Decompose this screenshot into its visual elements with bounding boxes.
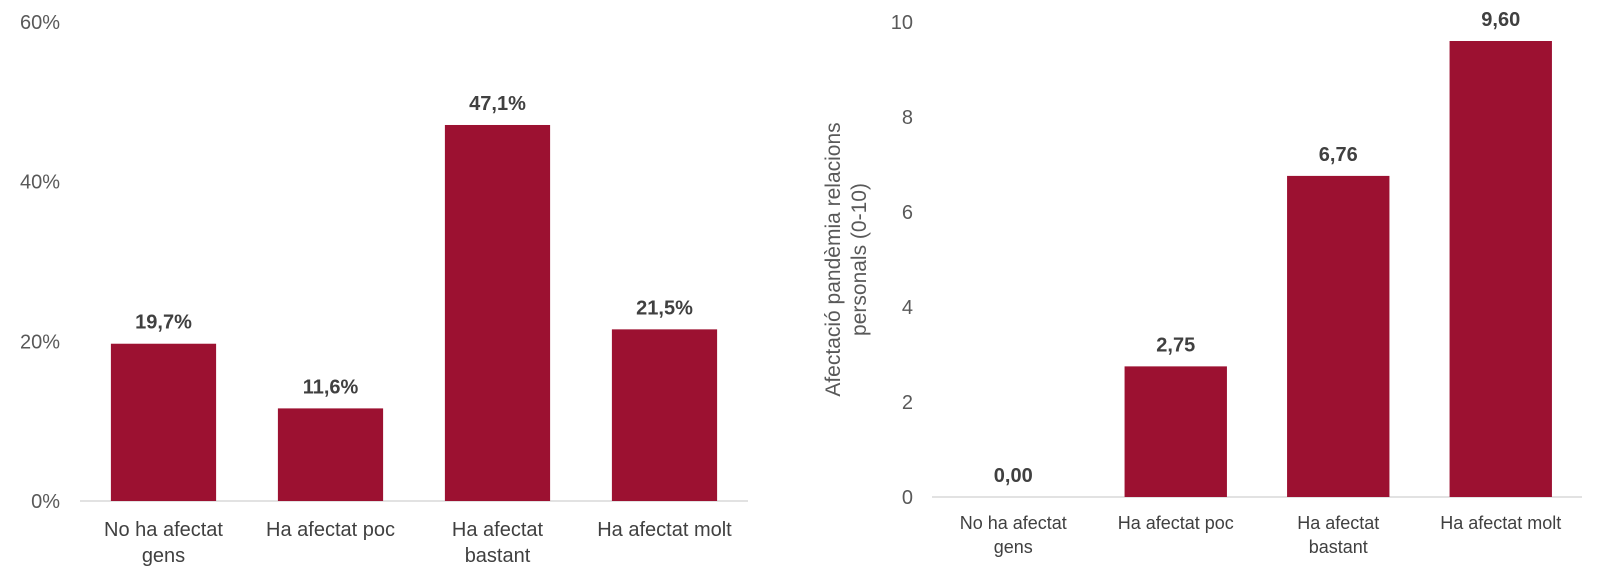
bar	[111, 344, 216, 501]
category-label: No ha afectat	[104, 519, 223, 541]
bar	[612, 329, 717, 501]
chart-impact-score: 0 2 4 6 8 10 0,00 No ha afectat gens 2,75 Ha afect…	[822, 9, 1582, 557]
data-label: 0,00	[994, 465, 1033, 487]
data-label: 19,7%	[135, 312, 192, 334]
category-label: gens	[142, 545, 185, 567]
data-label: 2,75	[1156, 334, 1195, 356]
y-tick-label: 2	[902, 392, 913, 414]
y-tick-label: 4	[902, 297, 913, 319]
data-label: 11,6%	[303, 376, 359, 398]
bar	[278, 408, 383, 501]
bar	[445, 125, 550, 501]
category-label: Ha afectat molt	[597, 519, 732, 541]
bar	[1287, 176, 1389, 497]
y-tick-label: 0%	[31, 491, 60, 513]
y-axis-title: Afectació pandèmia relacions personals (0…	[822, 122, 871, 396]
chart-percentage-by-impact: 0% 20% 40% 60% 19,7% No ha afectat gens 11,6% Ha…	[20, 12, 748, 567]
category-label: No ha afectat	[960, 513, 1067, 533]
data-label: 47,1%	[469, 93, 526, 115]
y-tick-label: 20%	[20, 331, 60, 353]
category-label: Ha afectat poc	[266, 519, 395, 541]
category-label: bastant	[1309, 537, 1368, 557]
category-label: bastant	[465, 545, 531, 567]
category-label: Ha afectat molt	[1440, 513, 1561, 533]
bar	[1125, 366, 1227, 497]
category-label: gens	[994, 537, 1033, 557]
data-label: 9,60	[1481, 9, 1520, 31]
y-tick-label: 40%	[20, 172, 60, 194]
y-tick-label: 0	[902, 487, 913, 509]
y-axis-title-line: personals (0-10)	[848, 183, 871, 336]
category-label: Ha afectat poc	[1118, 513, 1234, 533]
bar	[1450, 41, 1552, 497]
category-label: Ha afectat	[1297, 513, 1379, 533]
y-axis-title-line: Afectació pandèmia relacions	[822, 122, 845, 396]
data-label: 21,5%	[636, 297, 693, 319]
category-label: Ha afectat	[452, 519, 544, 541]
y-tick-label: 8	[902, 107, 913, 129]
data-label: 6,76	[1319, 144, 1358, 166]
y-tick-label: 6	[902, 202, 913, 224]
y-tick-label: 10	[891, 12, 913, 34]
y-tick-label: 60%	[20, 12, 60, 34]
